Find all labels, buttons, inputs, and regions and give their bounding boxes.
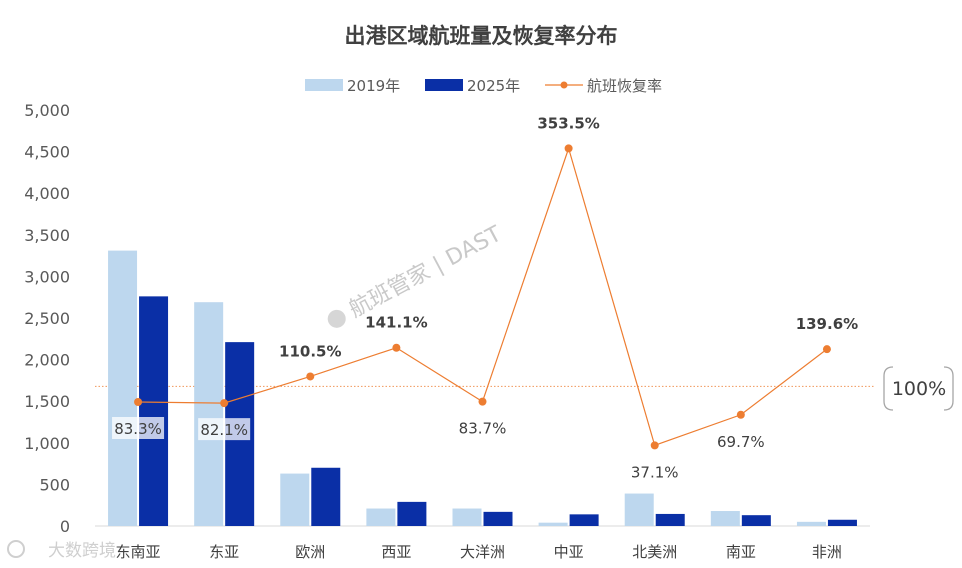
y-tick-label: 4,000 <box>24 184 70 203</box>
reference-bracket-left <box>883 366 894 411</box>
recovery-rate-label: 69.7% <box>717 433 765 451</box>
recovery-rate-label: 83.3% <box>114 420 162 438</box>
bar-2019 <box>452 508 482 526</box>
recovery-rate-point <box>134 398 143 406</box>
bar-2025 <box>139 296 169 526</box>
legend-label: 2025年 <box>467 77 520 95</box>
recovery-rate-label: 139.6% <box>796 315 858 333</box>
legend-label: 航班恢复率 <box>587 77 662 95</box>
legend-label: 2019年 <box>347 77 400 95</box>
watermark-logo-icon <box>327 309 346 328</box>
recovery-rate-label: 353.5% <box>537 114 599 132</box>
reference-line-label: 100% <box>892 378 946 400</box>
legend-swatch <box>305 79 343 91</box>
bar-2019 <box>710 511 740 526</box>
y-tick-label: 3,000 <box>24 267 70 286</box>
x-tick-label: 南亚 <box>726 543 756 561</box>
data-label-bg <box>112 417 165 439</box>
recovery-rate-label: 110.5% <box>279 342 341 360</box>
y-tick-label: 1,000 <box>24 434 70 453</box>
bar-2025 <box>569 514 599 526</box>
bar-2025 <box>483 511 513 526</box>
y-tick-label: 4,500 <box>24 143 70 162</box>
recovery-rate-point <box>478 397 487 406</box>
bar-2019 <box>366 508 396 526</box>
recovery-rate-point <box>822 345 831 354</box>
y-tick-label: 0 <box>60 517 70 536</box>
data-label-bg <box>628 460 681 483</box>
x-tick-label: 欧洲 <box>295 543 325 561</box>
recovery-rate-point <box>650 441 659 450</box>
bar-2019 <box>194 302 224 526</box>
x-tick-label: 东南亚 <box>116 543 161 561</box>
bar-2019 <box>796 521 826 526</box>
data-label-bg <box>456 416 509 439</box>
y-tick-label: 2,000 <box>24 351 70 370</box>
bar-2025 <box>311 467 341 526</box>
bar-2019 <box>624 493 654 526</box>
recovery-rate-label: 82.1% <box>200 421 248 439</box>
x-tick-label: 非洲 <box>812 543 842 561</box>
recovery-rate-label: 141.1% <box>365 314 427 332</box>
x-tick-label: 北美洲 <box>632 543 677 561</box>
recovery-rate-point <box>220 399 229 408</box>
y-tick-label: 5,000 <box>24 101 70 120</box>
bar-2025 <box>397 501 427 526</box>
x-tick-label: 大洋洲 <box>460 543 505 561</box>
legend: 2019年 2025年 航班恢复率 <box>305 77 662 95</box>
corner-logo-icon <box>7 540 25 558</box>
watermark: 航班管家 | DAST 大数跨境 <box>7 221 506 561</box>
recovery-rate-label: 83.7% <box>459 420 507 438</box>
x-tick-label: 中亚 <box>554 543 584 561</box>
data-label-bg <box>198 418 251 441</box>
bar-2019 <box>538 522 568 526</box>
y-tick-label: 500 <box>39 475 70 494</box>
data-label-bg <box>714 429 767 452</box>
bar-2019 <box>108 250 138 526</box>
bar-2019 <box>280 473 310 526</box>
bar-2025 <box>741 515 771 526</box>
chart-title: 出港区域航班量及恢复率分布 <box>344 24 618 48</box>
watermark-corner-text: 大数跨境 <box>48 541 116 561</box>
x-tick-label: 东亚 <box>209 543 239 561</box>
reference-bracket-right <box>943 366 954 411</box>
watermark-center-text: 航班管家 | DAST <box>345 221 506 322</box>
y-tick-label: 2,500 <box>24 309 70 328</box>
recovery-rate-point <box>564 144 573 153</box>
recovery-rate-point <box>392 343 401 352</box>
y-tick-label: 1,500 <box>24 392 70 411</box>
bar-2025 <box>827 519 857 526</box>
x-tick-label: 西亚 <box>381 543 411 561</box>
y-tick-label: 3,500 <box>24 226 70 245</box>
recovery-rate-point <box>306 372 315 381</box>
bar-2025 <box>655 513 685 526</box>
recovery-rate-label: 37.1% <box>631 463 679 481</box>
legend-marker <box>560 81 568 89</box>
recovery-rate-point <box>736 410 745 419</box>
legend-swatch <box>425 79 463 91</box>
